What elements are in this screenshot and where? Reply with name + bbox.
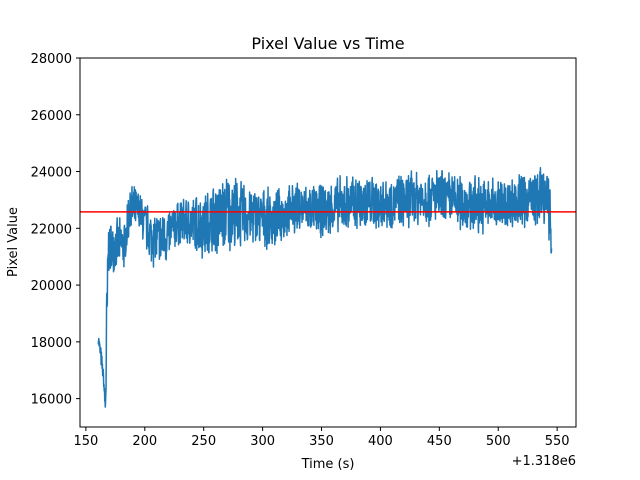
x-tick-label: 250	[191, 434, 216, 449]
y-tick-label: 24000	[31, 166, 72, 181]
ticks-layer: 150 200 250 300 350 400 450 500 550 16000 18000 200…	[31, 52, 570, 449]
y-axis-label: Pixel Value	[6, 207, 21, 277]
x-axis-label: Time (s)	[301, 457, 355, 472]
x-tick-label: 300	[250, 434, 275, 449]
x-tick-label: 450	[427, 434, 452, 449]
y-tick-label: 16000	[31, 393, 72, 408]
x-tick-label: 400	[368, 434, 393, 449]
y-tick-label: 20000	[31, 279, 72, 294]
plot-layer	[80, 167, 576, 408]
y-tick-label: 18000	[31, 336, 72, 351]
x-tick-label: 350	[309, 434, 334, 449]
x-tick-label: 500	[486, 434, 511, 449]
x-tick-label: 150	[73, 434, 98, 449]
pixel-value-series	[97, 167, 553, 408]
y-tick-label: 28000	[31, 52, 72, 67]
y-tick-label: 22000	[31, 222, 72, 237]
axes-frame	[79, 57, 577, 428]
x-tick-label: 200	[132, 434, 157, 449]
chart-title: Pixel Value vs Time	[251, 34, 404, 53]
x-tick-label: 550	[545, 434, 570, 449]
x-offset-label: +1.318e6	[512, 454, 576, 469]
y-tick-label: 26000	[31, 109, 72, 124]
